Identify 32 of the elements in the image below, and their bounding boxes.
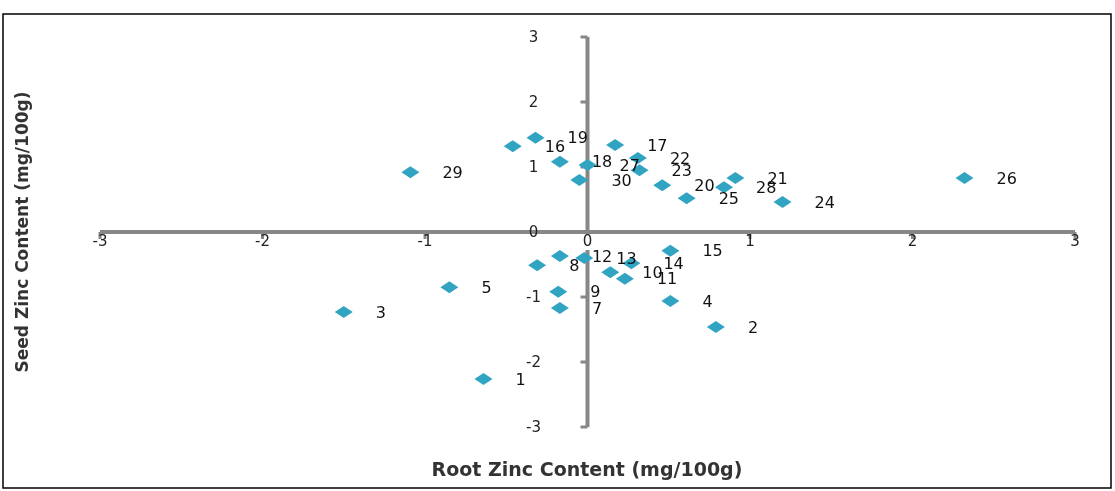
annotation: 16 [544,136,566,156]
annotation: 17 [647,135,668,155]
x-tick-label: -2 [255,232,270,250]
annotation: 15 [702,241,723,261]
x-tick-label: -3 [92,232,108,250]
annotation: 19 [567,128,588,148]
annotation: 25 [718,188,739,208]
annotation: 3 [375,302,386,322]
y-tick-label: -1 [526,288,541,307]
annotation: 18 [591,152,613,172]
y-tick-label: -2 [526,353,541,372]
x-tick-label: -1 [417,232,433,250]
annotation: 20 [694,175,715,195]
x-tick-label: 1 [745,232,755,250]
annotation: 26 [996,168,1017,188]
annotation: 5 [481,277,492,297]
x-tick-label: 2 [907,232,918,250]
annotation: 12 [591,246,613,266]
annotation: 14 [663,253,684,273]
annotation: 29 [442,162,463,182]
x-tick-label: 0 [582,232,593,250]
y-tick-label: 2 [528,93,539,112]
annotation: 4 [702,291,713,311]
y-axis-title: Seed Zinc Content (mg/100g) [12,91,32,373]
x-tick-label: 3 [1070,232,1080,250]
y-tick-label: 3 [528,28,539,47]
x-axis-title: Root Zinc Content (mg/100g) [431,458,743,480]
annotation: 8 [569,255,580,275]
y-tick-label: -3 [526,418,541,437]
annotation: 24 [814,192,835,212]
annotation: 2 [747,317,759,337]
y-tick-label: 1 [528,158,539,177]
